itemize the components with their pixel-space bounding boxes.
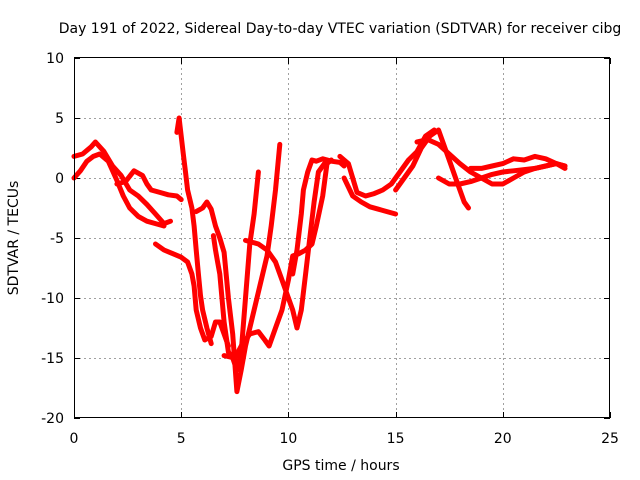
axis-ticks: 0 5 10 15 20 25 -20 -15 -10 -5 0 5 10 <box>41 51 619 447</box>
y-tick-label: -10 <box>41 291 64 307</box>
series-arc-3 <box>114 168 184 203</box>
x-axis-label: GPS time / hours <box>282 458 399 474</box>
plot-frame <box>74 57 610 418</box>
y-tick-label: -20 <box>41 411 64 427</box>
series-layer <box>71 115 568 395</box>
y-tick-label: 5 <box>55 111 64 127</box>
series-arc-6 <box>193 141 283 395</box>
series-arc-13 <box>393 127 471 211</box>
x-tick-label: 25 <box>601 431 619 447</box>
series-arc-10 <box>290 156 347 277</box>
x-tick-label: 5 <box>177 431 186 447</box>
x-tick-label: 0 <box>70 431 79 447</box>
grid <box>74 58 610 418</box>
series-arc-2 <box>71 151 167 229</box>
series-arc-15 <box>436 161 568 187</box>
series-arc-9 <box>243 157 330 331</box>
series-arc-12 <box>341 175 399 217</box>
y-tick-label: 10 <box>46 51 64 67</box>
chart-title: Day 191 of 2022, Sidereal Day-to-day VTE… <box>59 21 622 37</box>
series-arc-4 <box>153 241 231 349</box>
y-tick-label: -15 <box>41 351 64 367</box>
x-tick-label: 15 <box>387 431 405 447</box>
series-arc-5 <box>174 115 214 347</box>
series-arc-1 <box>71 139 173 227</box>
x-tick-label: 20 <box>494 431 512 447</box>
y-axis-label: SDTVAR / TECUs <box>6 181 22 296</box>
x-tick-label: 10 <box>279 431 297 447</box>
y-tick-label: -5 <box>50 231 64 247</box>
y-tick-label: 0 <box>55 171 64 187</box>
series-arc-7 <box>210 169 261 373</box>
series-arc-16 <box>468 153 568 171</box>
